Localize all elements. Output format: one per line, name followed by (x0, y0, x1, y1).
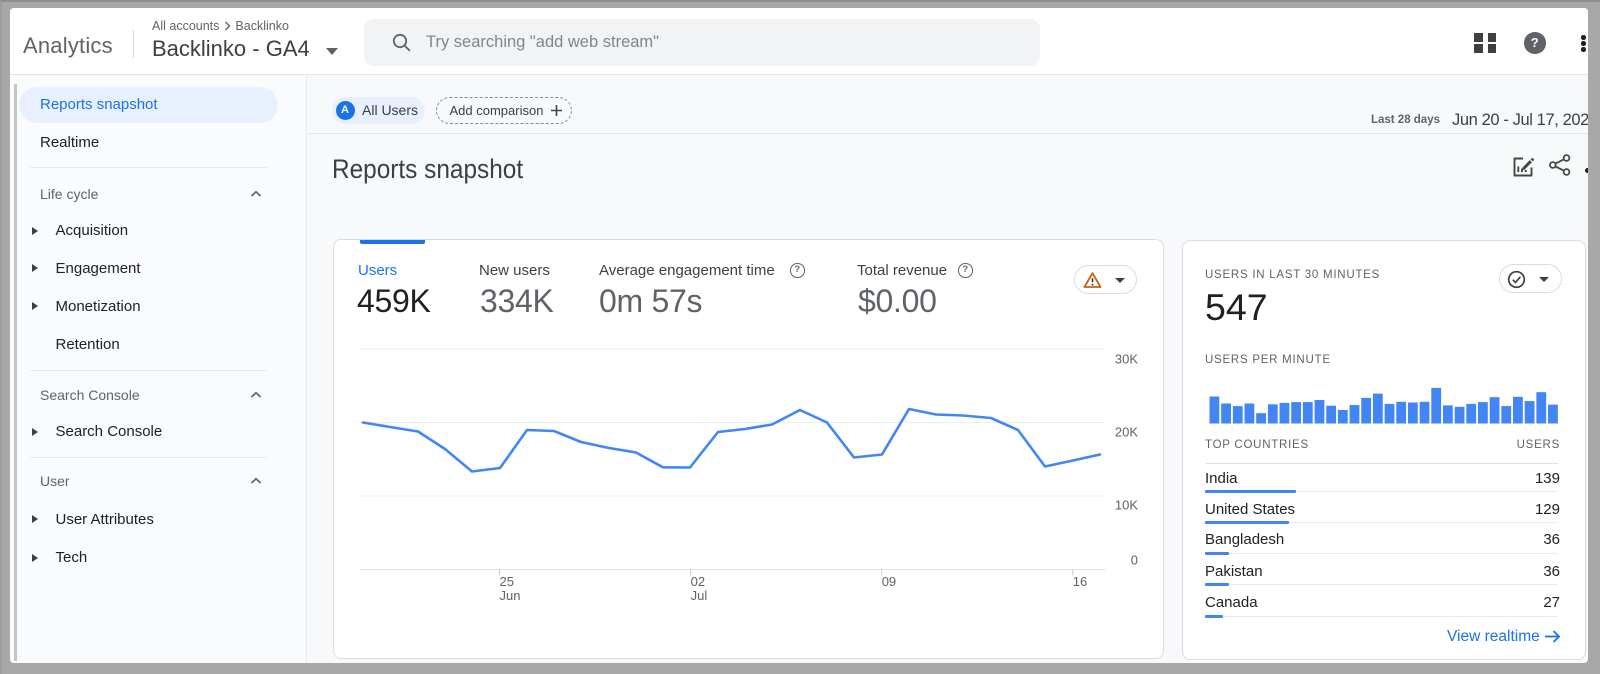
svg-text:25: 25 (500, 574, 514, 589)
svg-text:Jul: Jul (691, 588, 708, 603)
svg-text:10K: 10K (1115, 498, 1138, 513)
svg-text:09: 09 (882, 574, 896, 589)
svg-text:0: 0 (1131, 553, 1138, 568)
svg-text:02: 02 (691, 574, 705, 589)
svg-text:16: 16 (1073, 574, 1087, 589)
svg-text:30K: 30K (1115, 352, 1138, 367)
svg-text:Jun: Jun (500, 588, 521, 603)
svg-text:20K: 20K (1115, 425, 1138, 440)
